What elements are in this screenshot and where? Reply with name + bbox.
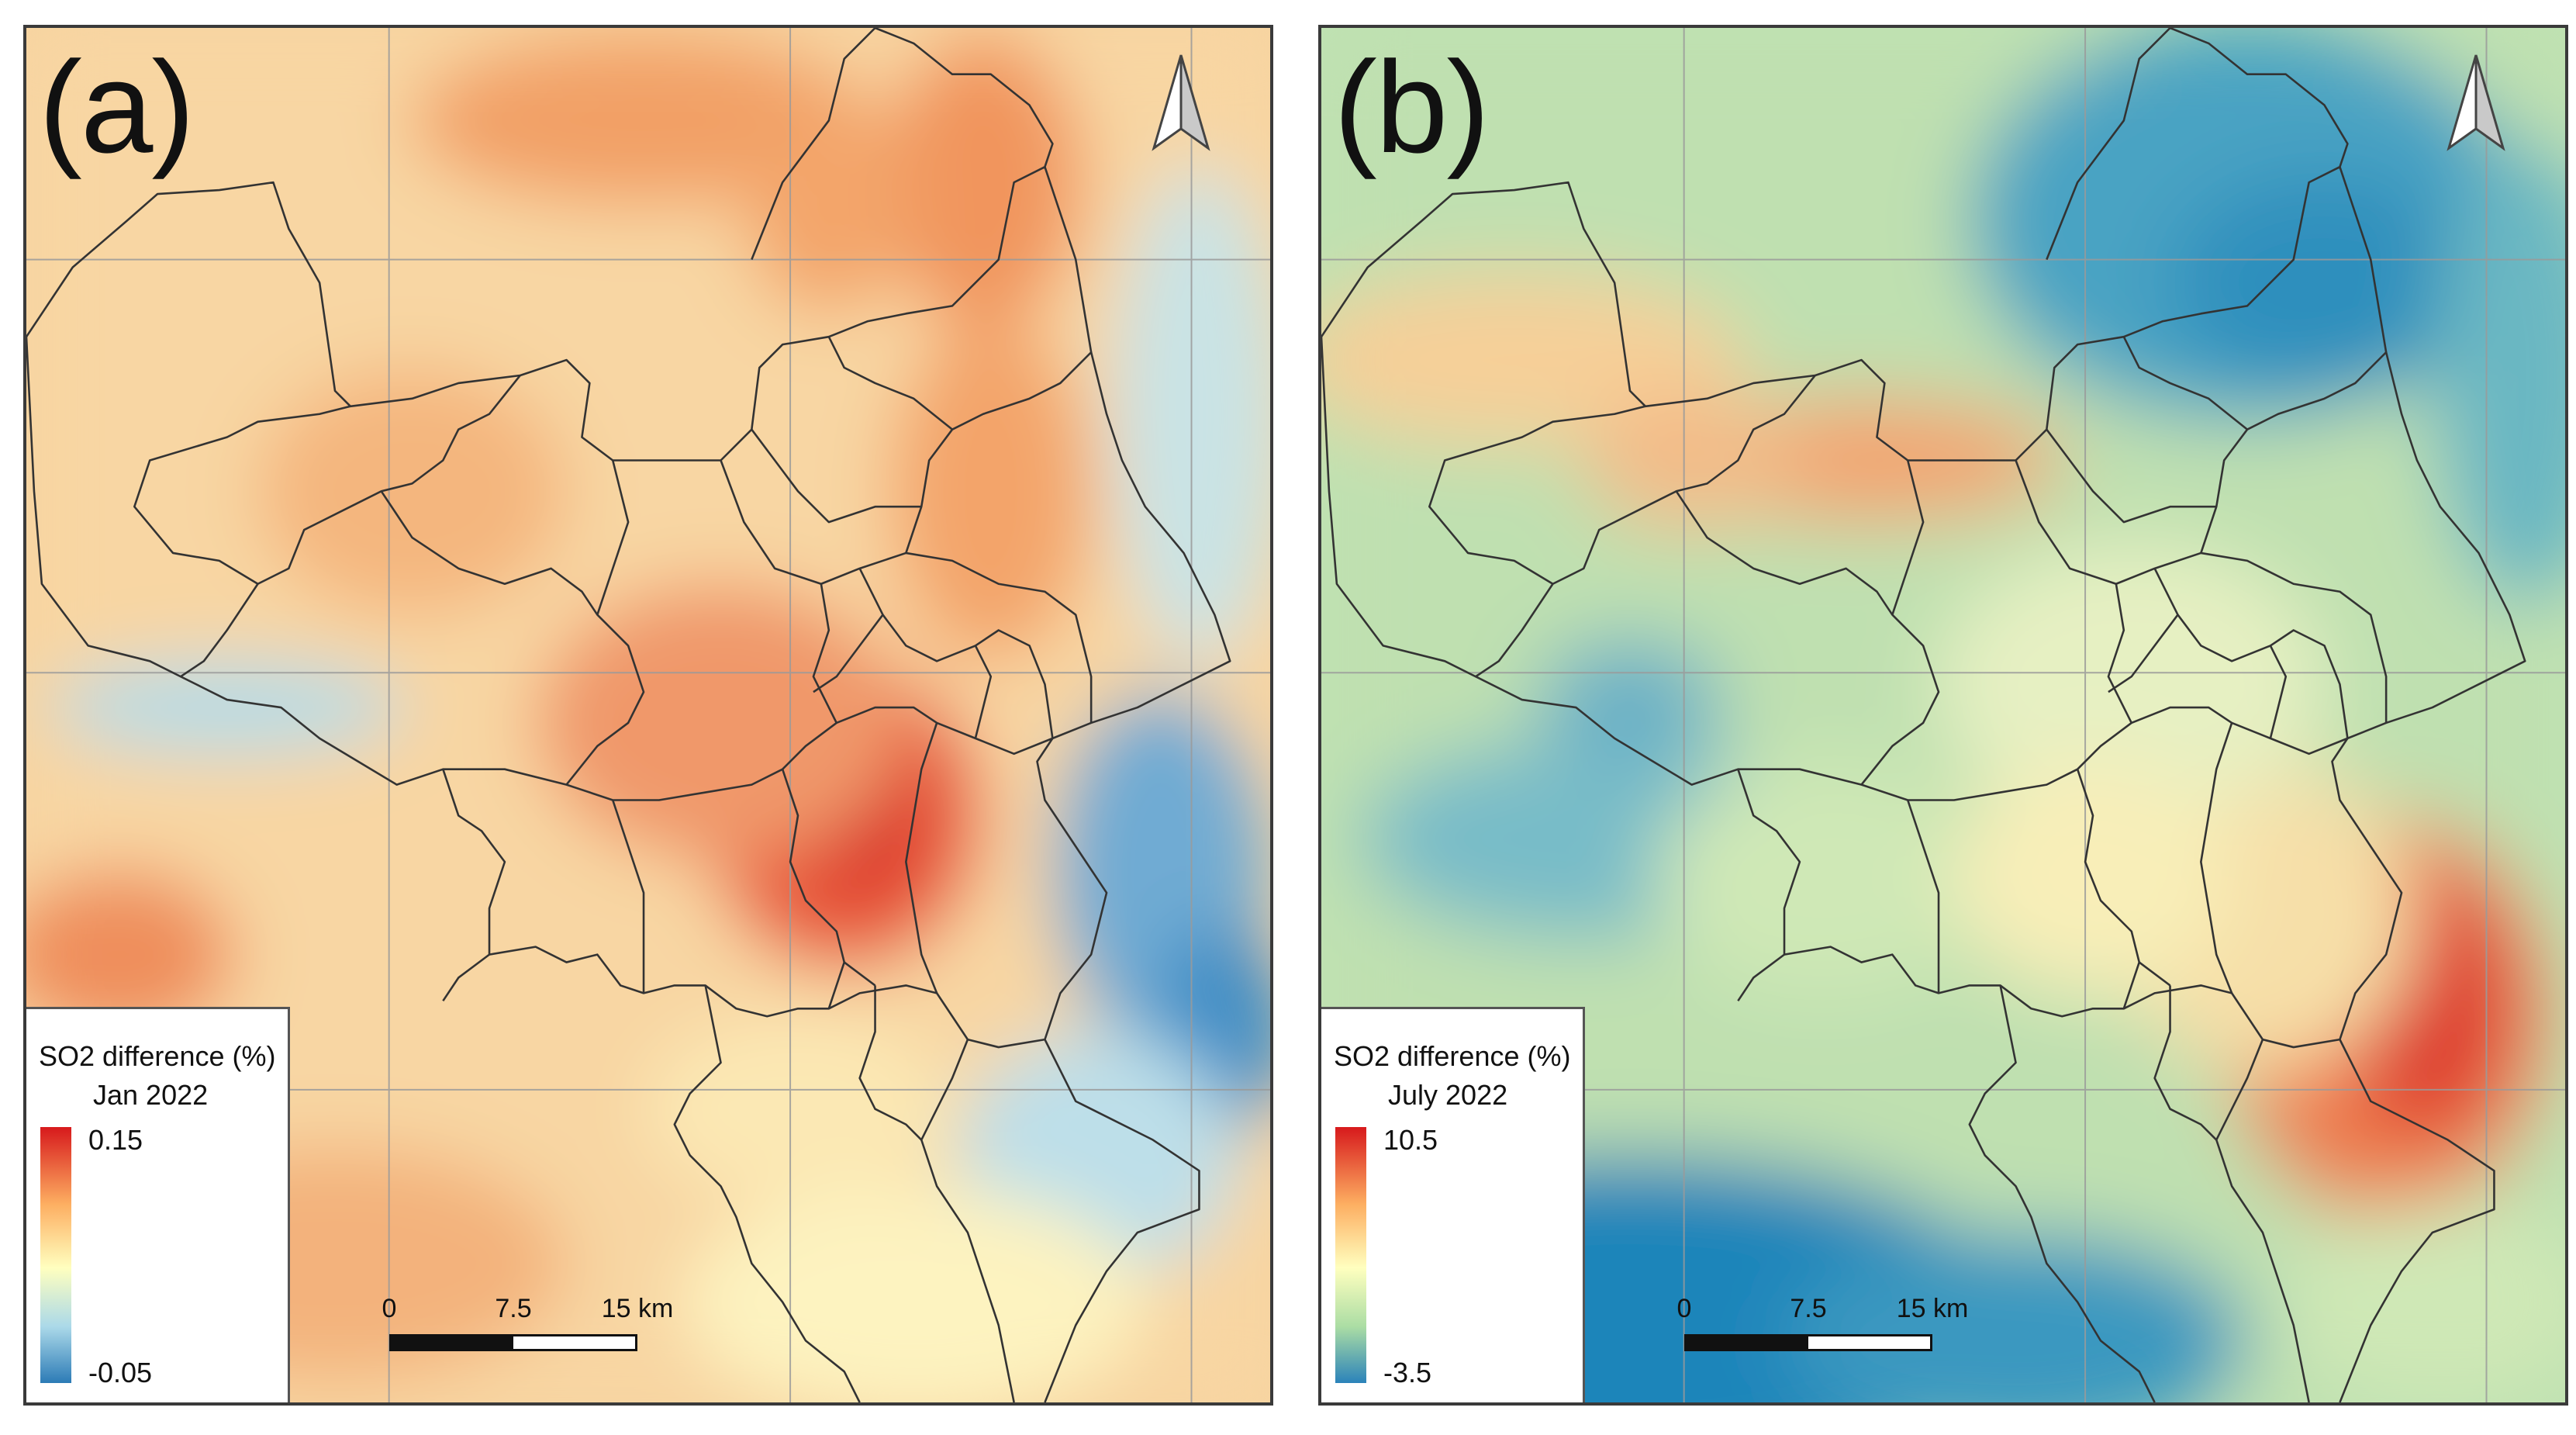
scale-label-end: 15 km: [601, 1294, 674, 1323]
scale-label-end: 15 km: [1896, 1294, 1969, 1323]
legend-max: 10.5: [1383, 1124, 1438, 1156]
legend-period: Jan 2022: [93, 1079, 209, 1111]
legend-max: 0.15: [88, 1124, 143, 1156]
so2-map-july: [1321, 28, 2565, 1402]
scale-label-0: 0: [1676, 1294, 1692, 1323]
legend-a: SO2 difference (%) Jan 2022 0.15 -0.05: [26, 1007, 290, 1402]
legend-title: SO2 difference (%): [1334, 1040, 1571, 1072]
scale-bar-a: 0 7.5 15 km: [382, 1294, 673, 1364]
legend-min: -0.05: [88, 1357, 153, 1388]
legend-min: -3.5: [1383, 1357, 1432, 1388]
legend-title: SO2 difference (%): [39, 1040, 276, 1072]
color-ramp: [1335, 1127, 1366, 1383]
scale-label-mid: 7.5: [495, 1294, 532, 1323]
color-ramp: [40, 1127, 71, 1383]
scale-bar-graphic: [1684, 1334, 1932, 1351]
so2-map-jan: [26, 28, 1270, 1402]
panel-label-b: (b): [1334, 34, 1490, 180]
legend-b: SO2 difference (%) July 2022 10.5 -3.5: [1321, 1007, 1585, 1402]
scale-bar-graphic: [389, 1334, 637, 1351]
scale-bar-b: 0 7.5 15 km: [1677, 1294, 1968, 1364]
scale-label-mid: 7.5: [1790, 1294, 1827, 1323]
legend-period: July 2022: [1388, 1079, 1508, 1111]
north-arrow-icon: [2447, 54, 2505, 151]
north-arrow-icon: [1152, 54, 1210, 151]
panel-label-a: (a): [39, 34, 195, 180]
map-panel-a: (a) SO2 difference (%) Jan 2022 0.15 -0.…: [23, 25, 1273, 1406]
map-panel-b: (b) SO2 difference (%) July 2022 10.5 -3…: [1318, 25, 2568, 1406]
scale-label-0: 0: [382, 1294, 397, 1323]
